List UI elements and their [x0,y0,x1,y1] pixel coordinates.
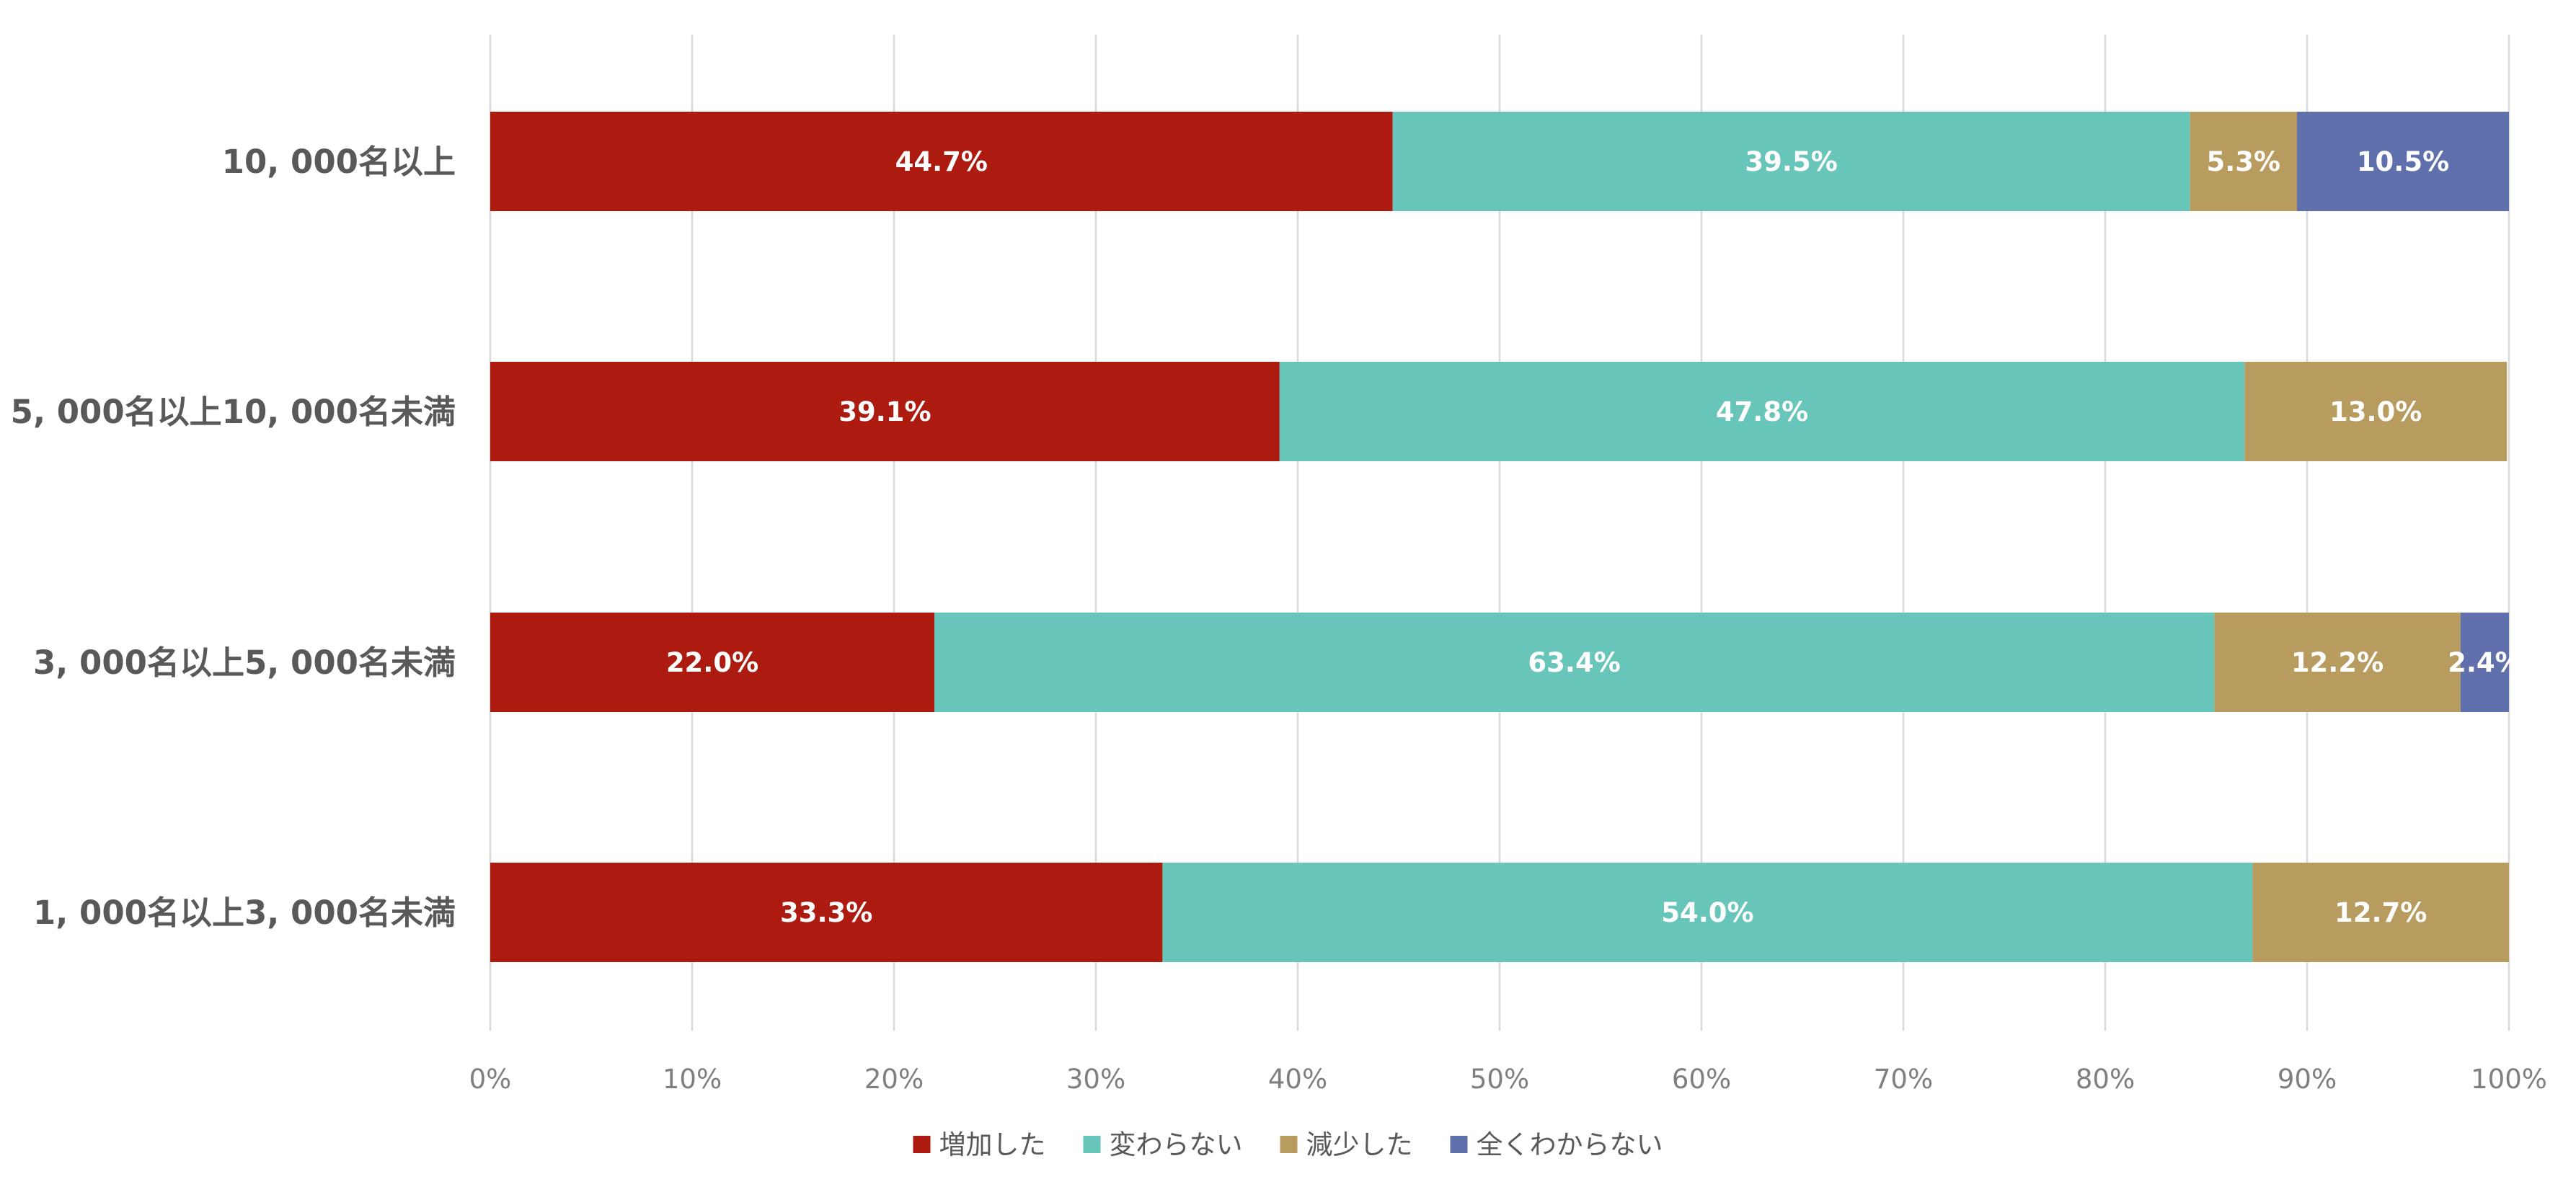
legend-item: 変わらない [1083,1129,1243,1160]
legend-label: 減少した [1306,1129,1413,1160]
x-tick-label: 60% [1672,1064,1731,1095]
bar-segment [1392,112,2190,211]
legend-item: 増加した [913,1129,1046,1160]
x-tick-label: 10% [663,1064,722,1095]
legend-swatch [1280,1136,1298,1153]
legend-label: 増加した [939,1129,1046,1160]
category-labels: 10, 000名以上 5, 000名以上10, 000名未満 3, 000名以上5,… [11,143,456,932]
data-label: 54.0% [1661,897,1753,928]
bar-segment [2190,112,2297,211]
bar-segment [2460,613,2509,712]
x-axis-tick-labels: 0% 10% 20% 30% 40% 50% 60% 70% 80% 90% 100% [469,1064,2547,1095]
legend-item: 減少した [1280,1129,1413,1160]
x-tick-label: 90% [2278,1064,2337,1095]
legend-label: 全くわからない [1477,1129,1663,1160]
x-tick-label: 40% [1268,1064,1327,1095]
x-tick-label: 100% [2471,1064,2547,1095]
data-label: 33.3% [780,897,872,928]
data-label: 12.2% [2291,647,2384,678]
bar-segment [2244,362,2508,461]
data-label: 12.7% [2334,897,2427,928]
x-tick-label: 0% [469,1064,512,1095]
x-tick-label: 80% [2076,1064,2135,1095]
bars: 44.7% 39.5% 5.3% 10.5% 39.1% 47.8% 13.0% 22.0% 6… [490,112,2522,962]
legend: 増加した 変わらない 減少した 全くわからない [913,1129,1663,1160]
category-label: 5, 000名以上10, 000名未満 [11,393,456,431]
data-label: 63.4% [1528,647,1620,678]
data-label: 39.1% [838,396,931,427]
bar-segment [490,112,1393,211]
x-tick-label: 30% [1066,1064,1125,1095]
bar-segment [934,613,2215,712]
bar-segment [490,613,934,712]
data-label: 47.8% [1716,396,1808,427]
legend-swatch [1450,1136,1468,1153]
category-label: 10, 000名以上 [222,143,456,181]
legend-swatch [1083,1136,1101,1153]
x-tick-label: 50% [1470,1064,1529,1095]
bar-segment [490,863,1163,962]
data-label: 22.0% [666,647,758,678]
bar-segment [1279,362,2245,461]
data-label: 39.5% [1745,146,1837,177]
category-label: 1, 000名以上3, 000名未満 [33,894,456,932]
legend-swatch [913,1136,931,1153]
bar-segment [490,362,1280,461]
x-tick-label: 70% [1874,1064,1933,1095]
bar-segment [2214,613,2461,712]
data-label: 44.7% [895,146,988,177]
data-label: 13.0% [2329,396,2422,427]
bar-segment [1162,863,2253,962]
data-label: 10.5% [2357,146,2449,177]
bar-segment [2297,112,2509,211]
data-label: 5.3% [2206,146,2280,177]
data-label: 2.4% [2448,647,2522,678]
bar-segment [2252,863,2509,962]
legend-label: 変わらない [1110,1129,1243,1160]
x-tick-label: 20% [864,1064,924,1095]
category-label: 3, 000名以上5, 000名未満 [33,644,456,682]
legend-item: 全くわからない [1450,1129,1663,1160]
